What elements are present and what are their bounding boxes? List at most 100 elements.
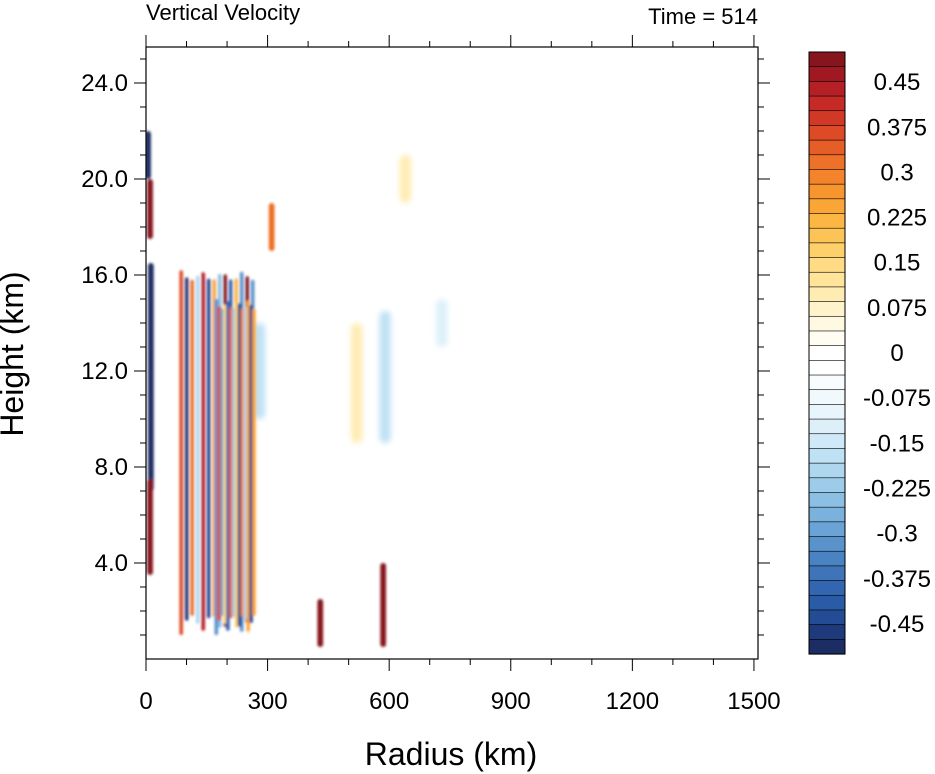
colorbar-bin bbox=[808, 66, 846, 82]
field-feature-7 bbox=[253, 323, 266, 419]
axis-ticks bbox=[134, 35, 770, 671]
colorbar-bin bbox=[808, 433, 846, 450]
colorbar-bin bbox=[808, 242, 846, 259]
y-axis-label: Height (km) bbox=[0, 271, 30, 436]
field-band-5-4 bbox=[226, 301, 230, 631]
colorbar-label: -0.3 bbox=[876, 521, 917, 548]
colorbar-label: 0 bbox=[890, 340, 903, 367]
x-tick-label: 1500 bbox=[727, 688, 780, 715]
x-tick-labels: 0 300 600 900 1200 1500 bbox=[139, 688, 780, 715]
colorbar-bin bbox=[808, 183, 846, 200]
colorbar-bin bbox=[808, 624, 846, 640]
field-feature-10 bbox=[399, 155, 411, 203]
chart-subtitle: Time = 514 bbox=[648, 4, 758, 29]
field-feature-2 bbox=[148, 263, 154, 491]
colorbar-bin bbox=[808, 154, 846, 171]
colorbar-label: 0.225 bbox=[867, 205, 927, 232]
colorbar-bin bbox=[808, 448, 846, 464]
colorbar-bin bbox=[808, 609, 846, 626]
field-feature-11 bbox=[436, 299, 448, 347]
x-tick-label: 0 bbox=[139, 688, 152, 715]
colorbar-bin bbox=[808, 125, 846, 141]
field-band-5-7 bbox=[234, 302, 239, 628]
field-band-5-0 bbox=[214, 299, 219, 635]
plot-frame bbox=[145, 46, 759, 660]
y-tick-label: 24.0 bbox=[81, 70, 128, 97]
y-tick-label: 4.0 bbox=[95, 550, 128, 577]
field-band-5-9 bbox=[240, 308, 245, 617]
y-tick-label: 20.0 bbox=[81, 166, 128, 193]
colorbar-bin bbox=[808, 418, 846, 435]
colorbar-bin bbox=[808, 594, 846, 611]
colorbar-bin bbox=[808, 81, 846, 97]
field-band-4-4 bbox=[201, 272, 205, 631]
x-tick-label: 1200 bbox=[606, 688, 659, 715]
field-band-5-12 bbox=[249, 305, 253, 623]
colorbar-label: -0.45 bbox=[870, 611, 925, 638]
y-tick-label: 16.0 bbox=[81, 262, 128, 289]
colorbar bbox=[808, 51, 846, 655]
colorbar-bin bbox=[808, 506, 846, 523]
colorbar-bin bbox=[808, 198, 846, 215]
field-soft-layer bbox=[253, 155, 448, 443]
colorbar-bin bbox=[808, 492, 846, 508]
colorbar-label: 0.3 bbox=[880, 159, 913, 186]
colorbar-bin bbox=[808, 110, 846, 127]
colorbar-bin bbox=[808, 477, 846, 494]
field-feature-6 bbox=[268, 203, 275, 251]
colorbar-bin bbox=[808, 95, 846, 112]
field-band-5-8 bbox=[237, 303, 242, 627]
colorbar-bin bbox=[808, 213, 846, 229]
y-tick-label: 12.0 bbox=[81, 358, 128, 385]
colorbar-bin bbox=[808, 227, 846, 244]
colorbar-frame bbox=[808, 51, 846, 655]
field-band-5-2 bbox=[220, 308, 224, 616]
field-band-5-3 bbox=[223, 304, 227, 624]
x-tick-label: 600 bbox=[369, 688, 409, 715]
colorbar-bin bbox=[808, 139, 846, 156]
colorbar-label: 0.45 bbox=[874, 69, 921, 96]
colorbar-bin bbox=[808, 271, 846, 288]
colorbar-bin bbox=[808, 169, 846, 185]
field-band-4-5 bbox=[206, 278, 211, 619]
field-band-5-5 bbox=[229, 307, 233, 619]
colorbar-bin bbox=[808, 389, 846, 405]
field-feature-9 bbox=[379, 311, 391, 443]
field-feature-12 bbox=[317, 599, 324, 647]
colorbar-label: -0.15 bbox=[870, 430, 925, 457]
colorbar-bin bbox=[808, 286, 846, 303]
x-tick-label: 300 bbox=[248, 688, 288, 715]
colorbar-label: 0.075 bbox=[867, 295, 927, 322]
field-band-5-6 bbox=[231, 308, 236, 617]
colorbar-bin bbox=[808, 580, 846, 596]
y-tick-label: 8.0 bbox=[95, 454, 128, 481]
field-band-5-11 bbox=[246, 300, 250, 632]
colorbar-bin bbox=[808, 462, 846, 479]
field-sharp-layer bbox=[146, 131, 386, 647]
colorbar-label: 0.15 bbox=[874, 250, 921, 277]
colorbar-bin bbox=[808, 550, 846, 567]
colorbar-labels: 0.45 0.375 0.3 0.225 0.15 0.075 0 -0.075 -0.15 -0… bbox=[863, 69, 931, 638]
colorbar-label: 0.375 bbox=[867, 114, 927, 141]
y-tick-labels: 4.0 8.0 12.0 16.0 20.0 24.0 bbox=[81, 70, 128, 577]
colorbar-bin bbox=[808, 639, 846, 655]
field-feature-8 bbox=[351, 323, 363, 443]
colorbar-bin bbox=[808, 257, 846, 273]
colorbar-bin bbox=[808, 565, 846, 582]
field-feature-13 bbox=[380, 563, 386, 647]
colorbar-label: -0.375 bbox=[863, 566, 931, 593]
colorbar-bin bbox=[808, 345, 846, 361]
colorbar-label: -0.075 bbox=[863, 385, 931, 412]
field-band-4-2 bbox=[190, 279, 194, 616]
x-axis-label: Radius (km) bbox=[365, 736, 537, 772]
field-band-4-3 bbox=[195, 275, 200, 624]
colorbar-bin bbox=[808, 374, 846, 391]
colorbar-bin bbox=[808, 315, 846, 332]
velocity-field bbox=[146, 131, 448, 647]
colorbar-bin bbox=[808, 330, 846, 347]
field-band-5-13 bbox=[252, 308, 256, 616]
colorbar-label: -0.225 bbox=[863, 475, 931, 502]
field-band-5-1 bbox=[217, 306, 221, 621]
x-tick-label: 900 bbox=[491, 688, 531, 715]
